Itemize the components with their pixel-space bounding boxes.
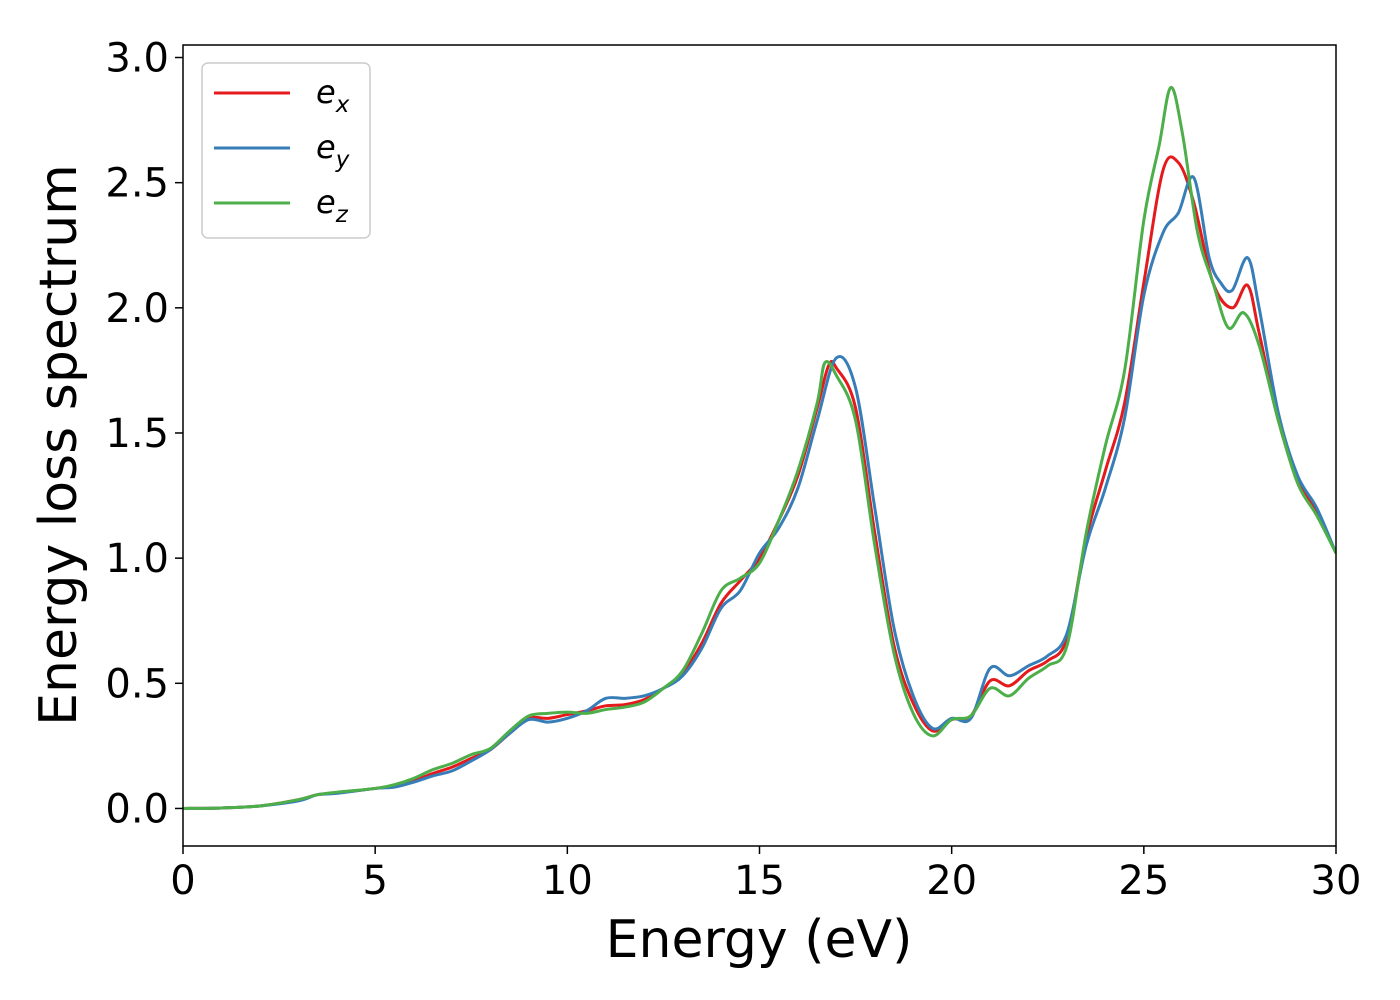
x-tick-label: 5 <box>362 858 387 904</box>
y-tick-label: 0.0 <box>105 786 169 832</box>
x-tick-label: 20 <box>926 858 977 904</box>
y-tick-label: 3.0 <box>105 36 169 82</box>
y-tick-label: 2.5 <box>105 161 169 207</box>
series-line-y <box>183 175 1336 810</box>
legend: ex ey ez <box>201 62 371 239</box>
y-tick-label: 1.5 <box>105 411 169 457</box>
y-axis-label: Energy loss spectrum <box>29 164 89 726</box>
y-axis-ticks: 0.0 0.5 1.0 1.5 2.0 2.5 3.0 <box>105 36 183 832</box>
y-tick-label: 0.5 <box>105 661 169 707</box>
x-tick-label: 10 <box>542 858 593 904</box>
x-axis-label: Energy (eV) <box>606 910 913 970</box>
x-tick-label: 25 <box>1118 858 1169 904</box>
legend-label-y: ey <box>316 128 350 173</box>
plot-lines <box>183 86 1336 810</box>
x-axis-ticks: 0 5 10 15 20 25 30 <box>170 846 1361 904</box>
x-tick-label: 15 <box>734 858 785 904</box>
x-tick-label: 0 <box>170 858 195 904</box>
series-line-x <box>183 155 1336 810</box>
y-tick-label: 2.0 <box>105 286 169 332</box>
legend-box <box>201 62 371 239</box>
series-line-z <box>183 86 1336 810</box>
legend-label-x: ex <box>316 73 350 118</box>
y-tick-label: 1.0 <box>105 536 169 582</box>
legend-label-z: ez <box>316 183 349 228</box>
x-tick-label: 30 <box>1311 858 1362 904</box>
